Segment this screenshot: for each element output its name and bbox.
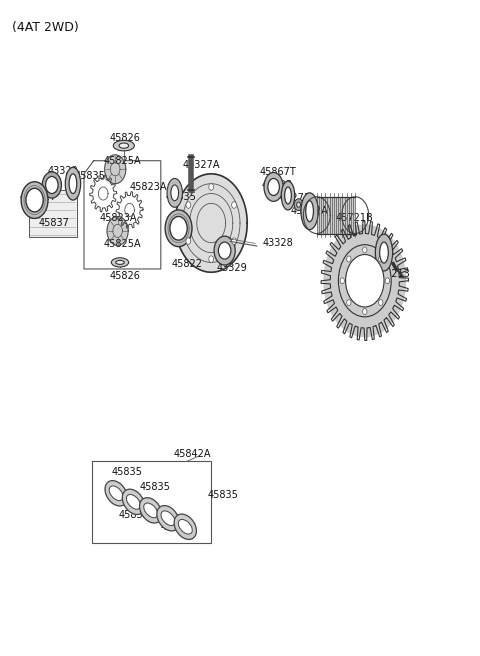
Polygon shape [175,174,247,272]
Ellipse shape [380,242,388,263]
Text: 45826: 45826 [109,133,140,143]
Ellipse shape [301,193,318,230]
Text: 45835: 45835 [161,522,192,533]
Ellipse shape [186,202,191,208]
Ellipse shape [379,256,383,262]
Text: 45825A: 45825A [103,155,141,166]
Ellipse shape [281,181,295,210]
Ellipse shape [232,202,237,208]
Ellipse shape [161,511,175,525]
Ellipse shape [285,187,291,204]
Text: 45867T: 45867T [259,167,296,177]
Ellipse shape [232,238,237,244]
Ellipse shape [42,172,61,198]
Ellipse shape [340,278,345,283]
Text: 45822: 45822 [172,258,203,269]
Ellipse shape [306,201,313,222]
Polygon shape [105,155,126,184]
Text: 43329: 43329 [48,165,79,176]
Text: 45823A: 45823A [100,213,137,223]
Ellipse shape [362,309,367,315]
Ellipse shape [346,255,384,307]
Ellipse shape [46,176,58,194]
Ellipse shape [362,247,367,253]
Text: 45738: 45738 [262,180,292,190]
Bar [92,461,211,543]
Ellipse shape [218,242,231,259]
Polygon shape [107,216,128,245]
Ellipse shape [209,184,214,190]
Ellipse shape [157,506,179,531]
Ellipse shape [109,486,123,501]
Text: 43328: 43328 [263,237,294,248]
Ellipse shape [126,495,141,509]
Ellipse shape [174,514,196,539]
Ellipse shape [375,234,393,271]
Text: 45271: 45271 [279,193,311,203]
Ellipse shape [140,498,162,523]
Ellipse shape [165,210,192,247]
Ellipse shape [111,258,129,267]
Ellipse shape [379,300,383,306]
Ellipse shape [113,140,134,151]
Text: (4AT 2WD): (4AT 2WD) [12,21,79,34]
Text: 45825A: 45825A [103,239,141,249]
Text: 45738: 45738 [359,254,390,264]
Ellipse shape [119,143,129,148]
Ellipse shape [294,199,303,211]
Ellipse shape [170,216,187,240]
Text: 45835: 45835 [139,482,170,492]
Ellipse shape [347,256,351,262]
Ellipse shape [69,174,77,194]
Text: 45835: 45835 [74,171,105,181]
Text: 45842A: 45842A [174,449,211,459]
Text: 45835: 45835 [119,510,150,520]
Text: 45721B: 45721B [336,213,374,223]
Text: 45835: 45835 [207,490,238,501]
Ellipse shape [144,503,158,518]
Ellipse shape [385,278,390,283]
Text: 43327A: 43327A [182,160,220,171]
Ellipse shape [264,173,283,201]
Ellipse shape [178,520,192,534]
Polygon shape [324,225,406,337]
Ellipse shape [122,489,144,514]
Ellipse shape [186,238,191,244]
Text: 45837: 45837 [38,218,69,228]
Ellipse shape [167,178,182,207]
Ellipse shape [116,260,124,264]
Ellipse shape [21,182,48,218]
Ellipse shape [338,245,391,317]
Ellipse shape [105,481,127,506]
Ellipse shape [214,236,235,265]
Ellipse shape [26,188,43,212]
Bar [29,190,77,237]
Ellipse shape [65,167,81,200]
Text: 43329: 43329 [217,262,248,273]
Text: 45832: 45832 [345,291,375,302]
Ellipse shape [268,178,279,195]
Text: 45835: 45835 [111,467,142,478]
Ellipse shape [347,300,351,306]
Text: 45826: 45826 [109,270,140,281]
Ellipse shape [297,202,300,207]
Text: 43213: 43213 [379,269,410,279]
Text: 45881T: 45881T [19,192,56,202]
Text: 45823A: 45823A [130,182,167,192]
Text: 45722A: 45722A [291,206,329,216]
Text: 45835: 45835 [166,192,196,202]
Ellipse shape [209,256,214,262]
Ellipse shape [171,185,179,201]
Bar [317,197,355,234]
